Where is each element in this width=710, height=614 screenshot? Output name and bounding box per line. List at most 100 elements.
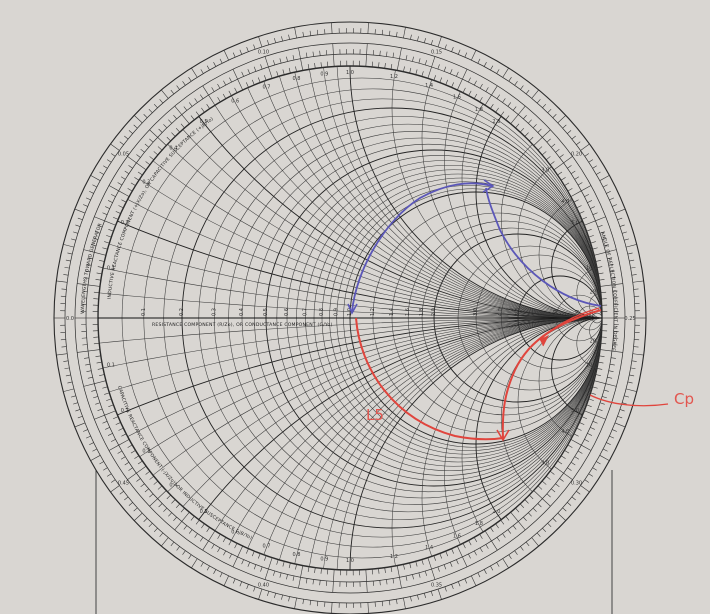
reactance-label: 0.9 bbox=[320, 557, 328, 563]
ring-tick bbox=[200, 69, 204, 74]
wavelength-label: 0.15 bbox=[431, 50, 442, 56]
ring-tick bbox=[246, 82, 249, 88]
ring-tick bbox=[433, 555, 436, 561]
reactance-label: 0.6 bbox=[231, 99, 239, 105]
ring-tick bbox=[601, 396, 607, 399]
ring-tick bbox=[166, 494, 171, 500]
reactance-label: 20 bbox=[590, 338, 596, 344]
ring-tick bbox=[576, 141, 581, 145]
ring-tick bbox=[170, 541, 175, 547]
ring-tick bbox=[95, 355, 101, 357]
ring-tick bbox=[457, 78, 463, 91]
reactance-arc bbox=[349, 317, 602, 570]
ring-tick bbox=[201, 107, 205, 113]
ring-tick bbox=[239, 49, 243, 55]
ring-tick bbox=[195, 519, 200, 525]
wavelength-label: 0.25 bbox=[624, 316, 635, 322]
ring-tick bbox=[523, 114, 527, 120]
ring-tick bbox=[437, 588, 442, 600]
ring-tick bbox=[474, 80, 477, 86]
ring-tick bbox=[182, 550, 186, 555]
ring-tick bbox=[88, 349, 101, 352]
ring-tick bbox=[264, 56, 269, 68]
ring-tick bbox=[113, 416, 119, 420]
ring-tick bbox=[625, 244, 637, 248]
ring-tick bbox=[603, 389, 609, 392]
ring-tick bbox=[600, 291, 607, 294]
ring-tick bbox=[195, 111, 200, 117]
ring-tick bbox=[457, 545, 463, 558]
ring-tick bbox=[273, 570, 276, 576]
ring-tick bbox=[241, 71, 244, 77]
ring-tick bbox=[320, 62, 322, 68]
ring-tick bbox=[176, 85, 180, 90]
ring-tick bbox=[253, 586, 256, 592]
ring-tick bbox=[379, 50, 381, 56]
ring-tick bbox=[83, 204, 88, 207]
ring-tick bbox=[507, 529, 512, 534]
wavelength-label: 0.40 bbox=[258, 582, 269, 588]
ring-tick bbox=[157, 137, 167, 146]
ring-tick bbox=[502, 67, 509, 78]
ring-tick bbox=[223, 80, 226, 86]
ring-tick bbox=[399, 577, 402, 589]
ring-tick bbox=[93, 237, 99, 240]
reactance-label: 0.5 bbox=[200, 509, 208, 515]
reactance-label: 0.2 bbox=[121, 220, 129, 226]
ring-tick bbox=[541, 151, 547, 156]
ring-tick bbox=[462, 69, 468, 80]
ring-tick bbox=[629, 374, 635, 377]
ring-tick bbox=[496, 94, 501, 99]
ring-tick bbox=[89, 442, 94, 446]
ring-tick bbox=[237, 78, 243, 91]
ring-tick bbox=[396, 58, 400, 71]
ring-tick bbox=[63, 360, 69, 362]
ring-tick bbox=[405, 55, 408, 61]
ring-tick bbox=[483, 569, 487, 574]
ring-tick bbox=[606, 442, 611, 446]
ring-tick bbox=[485, 544, 489, 549]
reactance-arc bbox=[461, 66, 602, 319]
ring-tick bbox=[257, 553, 261, 559]
ring-tick bbox=[449, 562, 453, 567]
ring-tick bbox=[403, 597, 406, 609]
ring-tick bbox=[624, 395, 630, 398]
resistance-label: 0.7 bbox=[303, 308, 309, 316]
ring-tick bbox=[570, 461, 576, 466]
ring-tick bbox=[552, 518, 557, 522]
ring-tick bbox=[567, 502, 572, 506]
ring-tick bbox=[127, 472, 137, 480]
ring-tick bbox=[529, 136, 534, 142]
ring-tick bbox=[588, 235, 594, 238]
ring-tick bbox=[396, 31, 398, 37]
reactance-label: 0.4 bbox=[169, 146, 177, 152]
ring-tick bbox=[288, 596, 290, 602]
resistance-label: 0.5 bbox=[263, 308, 269, 316]
ring-tick bbox=[229, 553, 232, 559]
ring-tick bbox=[87, 376, 93, 379]
resistance-label: 0.1 bbox=[141, 308, 147, 316]
ring-tick bbox=[490, 65, 494, 71]
ring-tick bbox=[300, 565, 304, 578]
ring-tick bbox=[106, 235, 112, 238]
ring-tick bbox=[536, 99, 541, 104]
ring-tick bbox=[403, 564, 405, 570]
ring-tick bbox=[597, 225, 603, 228]
ring-tick bbox=[484, 94, 492, 106]
ring-tick bbox=[171, 499, 176, 504]
ring-tick bbox=[99, 171, 104, 175]
ring-tick bbox=[403, 27, 406, 39]
ring-tick bbox=[127, 156, 137, 164]
ring-tick bbox=[445, 79, 449, 85]
ring-tick bbox=[505, 515, 510, 521]
ring-tick bbox=[85, 363, 91, 366]
ring-tick bbox=[153, 103, 158, 109]
ring-tick bbox=[253, 564, 257, 570]
ring-tick bbox=[99, 461, 104, 465]
ring-tick bbox=[94, 252, 106, 256]
ring-tick bbox=[555, 483, 560, 488]
ring-tick bbox=[390, 63, 393, 70]
ring-tick bbox=[617, 217, 623, 221]
ring-tick bbox=[217, 83, 221, 89]
ring-tick bbox=[599, 279, 605, 281]
